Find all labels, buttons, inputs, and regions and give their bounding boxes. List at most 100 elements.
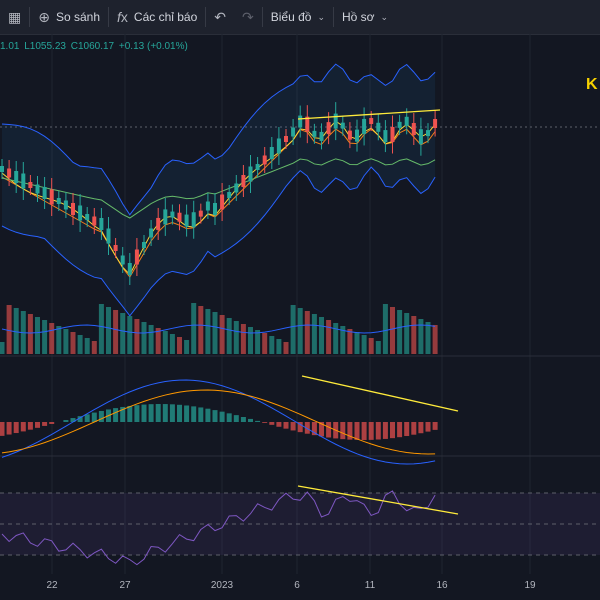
volume-bar [361, 335, 367, 354]
macd-bar [0, 422, 5, 436]
macd-bar [162, 404, 168, 422]
candle [177, 212, 182, 222]
volume-bar [411, 316, 417, 354]
macd-bar [20, 422, 26, 432]
volume-bar [177, 337, 182, 354]
ohlc-open: 1.01 [0, 41, 20, 52]
compare-button[interactable]: ⊕ So sánh [30, 0, 108, 34]
candle [333, 113, 338, 129]
volume-bar [106, 307, 111, 354]
macd-bar [425, 422, 431, 432]
x-tick-label: 27 [119, 580, 131, 591]
macd-bar [134, 405, 140, 422]
x-tick-label: 19 [524, 580, 536, 591]
candle [326, 122, 331, 135]
candle [205, 201, 210, 211]
macd-bar [404, 422, 410, 437]
volume-bar [120, 313, 126, 354]
candle [120, 255, 125, 265]
volume-bar [141, 322, 147, 354]
ma-short [1, 128, 436, 278]
ohlc-legend: 1.01 L1055.23 C1060.17 +0.13 (+0.01%) [0, 41, 190, 52]
candle [7, 168, 12, 178]
macd-bar [255, 420, 261, 422]
macd-bar [120, 406, 126, 422]
profile-menu-button[interactable]: Hồ sơ ⌄ [334, 0, 396, 34]
candle [198, 210, 203, 217]
undo-button[interactable]: ↶ [206, 0, 234, 34]
macd-bar [382, 422, 388, 439]
volume-bar [297, 308, 303, 354]
macd-signal [1, 389, 436, 455]
volume-bar [255, 330, 261, 354]
volume-bar [340, 326, 346, 354]
candle [227, 192, 232, 198]
volume-bar [269, 336, 275, 354]
volume-bar [35, 317, 40, 354]
candle [28, 182, 33, 188]
macd-bar [205, 408, 211, 422]
indicators-button[interactable]: fx Các chỉ báo [109, 0, 205, 34]
plus-circle-icon: ⊕ [38, 8, 50, 25]
candle [312, 130, 317, 137]
volume-bar [212, 312, 218, 354]
price-chart[interactable]: 22 27 2023 6 11 16 19 [0, 34, 600, 600]
volume-bar [311, 314, 317, 354]
macd-bar [84, 414, 90, 422]
macd-bar [42, 422, 48, 426]
macd-bar [390, 422, 395, 439]
candle [170, 211, 175, 218]
volume-bar [319, 317, 324, 354]
redo-icon: ↷ [242, 8, 254, 25]
macd-bar [311, 422, 317, 436]
candle [355, 129, 359, 142]
macd-bar [27, 422, 33, 430]
candle [42, 187, 47, 199]
volume-bar [134, 319, 140, 354]
macd-bar [340, 422, 346, 440]
toolbar-divider [108, 7, 110, 27]
volume-bar [240, 324, 246, 354]
x-tick-label: 6 [294, 580, 300, 591]
volume-bar [6, 305, 12, 354]
macd-bar [219, 411, 225, 422]
macd-bar [155, 404, 161, 422]
candle [347, 130, 352, 140]
macd-bar [63, 420, 69, 422]
candle [411, 123, 416, 136]
hamburger-item[interactable]: ▦ [0, 0, 29, 34]
rsi-line [1, 490, 436, 566]
candle [191, 212, 196, 228]
macd-bar [347, 422, 353, 440]
candle [248, 166, 253, 182]
volume-bar [169, 334, 175, 354]
chevron-down-icon: ⌄ [317, 11, 325, 22]
candle [49, 189, 54, 205]
volume-bar [397, 310, 403, 354]
volume-bar [42, 320, 48, 354]
volume-bar [226, 318, 232, 354]
volume-bar [184, 340, 190, 354]
redo-button[interactable]: ↷ [234, 0, 262, 34]
bollinger-upper [1, 63, 436, 216]
candle [298, 115, 303, 128]
candle [319, 131, 324, 141]
candle [35, 184, 40, 194]
chart-menu-button[interactable]: Biểu đồ ⌄ [263, 0, 333, 34]
macd-bar [375, 422, 381, 440]
compare-label: So sánh [55, 10, 101, 24]
volume-bar [113, 310, 119, 354]
macd-bar [70, 418, 76, 422]
candle [106, 228, 111, 244]
function-icon: fx [117, 9, 128, 25]
macd-bar [113, 408, 119, 422]
volume-bar [262, 333, 268, 354]
candle [284, 136, 288, 142]
macd-bar [326, 422, 332, 438]
candle [92, 216, 97, 226]
toolbar-divider [261, 7, 263, 27]
candle [369, 118, 374, 125]
macd-bar [233, 415, 239, 422]
volume-bar [162, 331, 168, 354]
candle [0, 166, 4, 172]
